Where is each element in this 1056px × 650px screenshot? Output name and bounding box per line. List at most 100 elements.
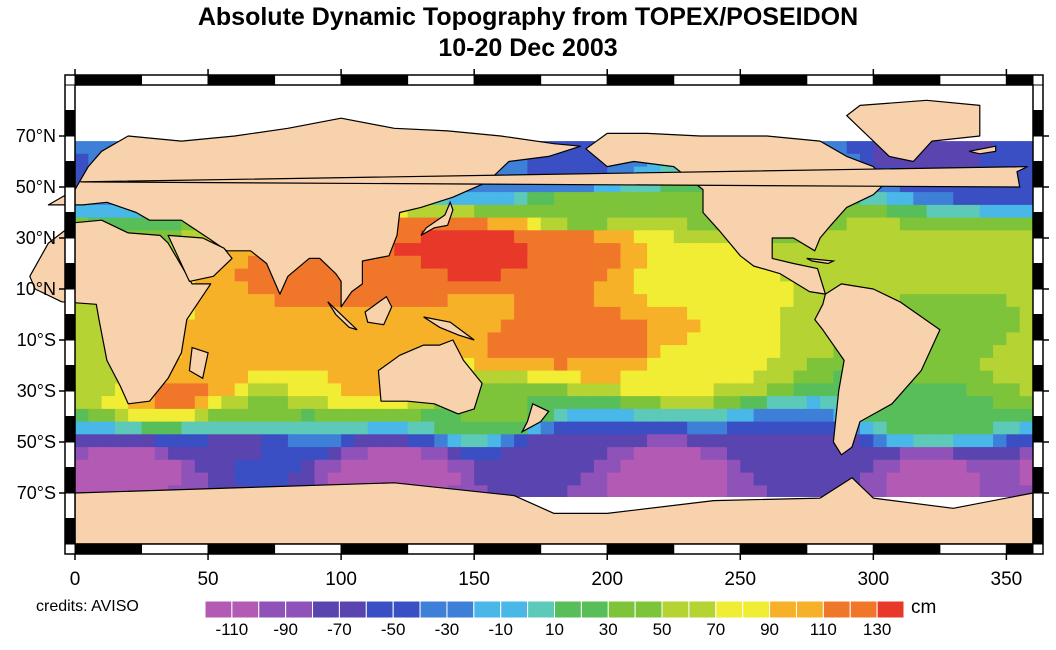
field-cell <box>926 472 941 486</box>
field-cell <box>447 421 462 435</box>
madagascar-landmass <box>188 346 209 380</box>
field-cell <box>580 357 595 372</box>
field-cell <box>248 294 262 308</box>
field-cell <box>979 345 994 359</box>
field-cell <box>673 319 688 333</box>
field-cell <box>128 434 143 448</box>
field-cell <box>567 345 582 359</box>
field-cell <box>434 472 449 486</box>
field-cell <box>248 472 262 486</box>
field-cell <box>700 230 715 244</box>
field-cell <box>979 281 994 295</box>
field-cell <box>620 485 635 497</box>
field-cell <box>633 408 648 423</box>
colorbar-swatch <box>446 600 475 619</box>
field-cell <box>447 268 462 282</box>
field-cell <box>301 434 316 448</box>
map-title: Absolute Dynamic Topography from TOPEX/P… <box>197 3 859 31</box>
field-cell <box>354 370 369 384</box>
field-cell <box>474 357 489 372</box>
field-cell <box>993 421 1007 435</box>
field-cell <box>301 306 316 321</box>
field-cell <box>620 357 635 372</box>
field-cell <box>780 434 795 448</box>
field-cell <box>966 408 981 423</box>
field-cell <box>287 332 302 346</box>
field-cell <box>647 243 661 257</box>
field-cell <box>261 396 276 410</box>
field-cell <box>673 281 688 295</box>
field-cell <box>420 204 435 219</box>
field-cell <box>660 255 675 270</box>
field-cell <box>939 383 954 397</box>
field-cell <box>740 421 755 435</box>
field-cell <box>939 370 954 384</box>
field-cell <box>514 383 528 397</box>
field-cell <box>593 319 608 333</box>
field-cell <box>221 472 236 486</box>
field-cell <box>979 421 994 435</box>
field-cell <box>274 345 289 359</box>
field-cell <box>607 306 622 321</box>
longitude-tick-label: 350 <box>990 569 1023 590</box>
field-cell <box>487 357 502 372</box>
field-cell <box>993 472 1007 486</box>
field-cell <box>248 357 262 372</box>
field-cell <box>780 357 795 372</box>
field-cell <box>487 472 502 486</box>
field-cell <box>234 319 249 333</box>
colorbar-swatch <box>258 600 287 619</box>
field-cell <box>287 294 302 308</box>
field-cell <box>381 434 395 448</box>
field-cell <box>341 370 355 384</box>
field-cell <box>926 383 941 397</box>
field-cell <box>979 434 994 448</box>
field-cell <box>474 243 489 257</box>
field-cell <box>514 192 528 206</box>
field-cell <box>793 332 808 346</box>
field-cell <box>953 306 968 321</box>
field-cell <box>500 434 515 448</box>
field-cell <box>314 370 329 384</box>
field-cell <box>860 141 874 155</box>
field-cell <box>673 459 688 474</box>
arabia-landmass <box>167 234 233 282</box>
field-cell <box>314 408 329 423</box>
field-cell <box>1006 370 1021 384</box>
field-cell <box>673 294 688 308</box>
field-cell <box>966 217 981 231</box>
field-cell <box>780 421 795 435</box>
field-cell <box>274 434 289 448</box>
field-cell <box>753 357 768 372</box>
field-cell <box>806 447 821 461</box>
field-cell <box>554 383 568 397</box>
field-cell <box>633 332 648 346</box>
field-cell <box>554 294 568 308</box>
field-cell <box>514 485 528 497</box>
field-cell <box>580 243 595 257</box>
field-cell <box>354 421 369 435</box>
field-cell <box>886 472 901 486</box>
field-cell <box>434 294 449 308</box>
field-cell <box>381 268 395 282</box>
field-cell <box>287 370 302 384</box>
field-cell <box>248 434 262 448</box>
field-cell <box>420 447 435 461</box>
field-cell <box>633 396 648 410</box>
field-cell <box>620 294 635 308</box>
field-cell <box>673 447 688 461</box>
field-cell <box>487 459 502 474</box>
field-cell <box>474 472 489 486</box>
field-cell <box>580 345 595 359</box>
field-cell <box>487 396 502 410</box>
field-cell <box>607 434 622 448</box>
field-cell <box>1006 192 1021 206</box>
field-cell <box>780 472 795 486</box>
field-cell <box>567 319 582 333</box>
field-cell <box>527 383 542 397</box>
field-cell <box>926 370 941 384</box>
field-cell <box>580 383 595 397</box>
field-cell <box>753 281 768 295</box>
field-cell <box>593 370 608 384</box>
colorbar-swatch <box>688 600 717 619</box>
